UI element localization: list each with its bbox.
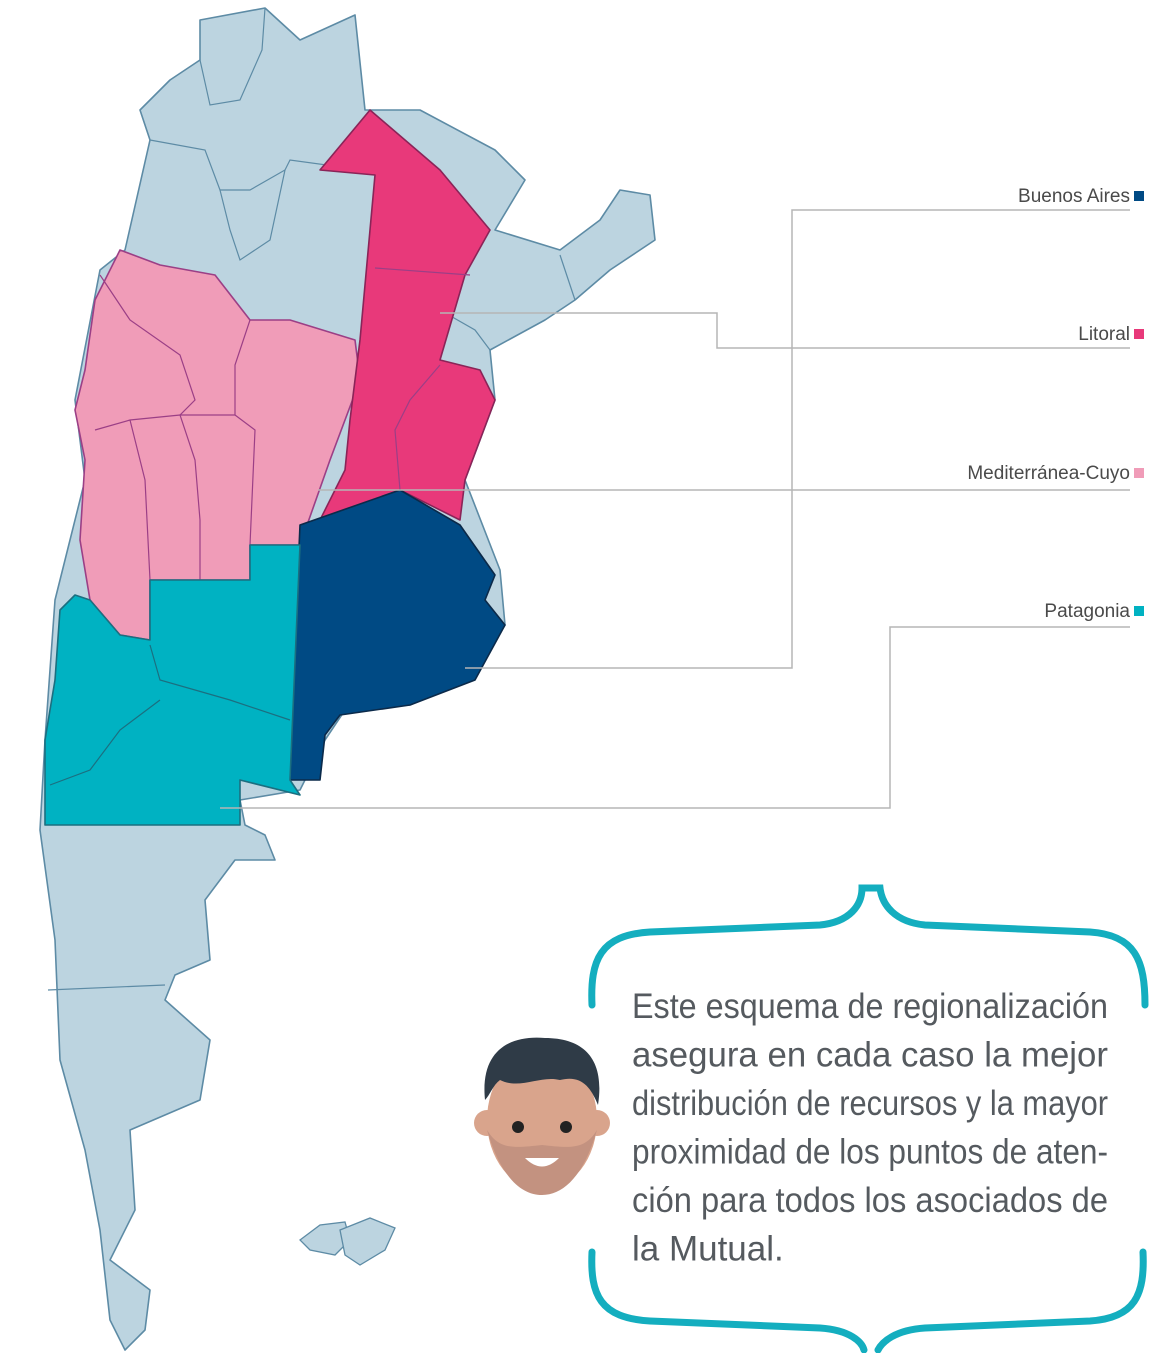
note-line: ción para todos los asociados de	[632, 1181, 1108, 1220]
province-border	[234, 414, 256, 546]
leader-line	[220, 626, 1130, 809]
province-border	[129, 419, 151, 581]
legend-swatch	[1134, 329, 1144, 339]
province-border	[559, 254, 576, 301]
legend-label: Litoral	[1078, 324, 1130, 345]
note-line: Este esquema de regionalización	[632, 987, 1108, 1026]
province-border	[219, 169, 286, 261]
region-patagonia	[44, 544, 301, 826]
note-line: distribución de recursos y la mayor	[632, 1084, 1108, 1123]
province-border	[394, 364, 441, 491]
leader-line	[465, 209, 1130, 669]
leader-line	[440, 312, 1130, 349]
bracket-bottom	[588, 1248, 1147, 1353]
province-border	[179, 319, 251, 580]
province-border	[47, 984, 166, 991]
province-border	[199, 7, 266, 106]
province-border	[49, 699, 161, 786]
legend-label: Patagonia	[1044, 601, 1130, 622]
province-border	[374, 267, 471, 276]
region-buenos-aires	[289, 489, 506, 781]
legend-swatch	[1134, 468, 1144, 478]
province-border	[149, 139, 379, 191]
note-line: la Mutual.	[632, 1230, 784, 1269]
province-border	[149, 644, 291, 721]
note: Este esquema de regionalización asegura e…	[632, 987, 1108, 1269]
legend: Buenos Aires Litoral Mediterránea-Cuyo Pata…	[967, 186, 1144, 622]
bracket-top	[588, 884, 1149, 1009]
legend-label: Buenos Aires	[1018, 186, 1130, 207]
legend-swatch	[1134, 606, 1144, 616]
legend-label: Mediterránea-Cuyo	[967, 463, 1130, 484]
avatar	[474, 1037, 610, 1195]
note-line: asegura en cada caso la mejor	[632, 1036, 1108, 1075]
legend-swatch	[1134, 191, 1144, 201]
region-litoral	[319, 109, 496, 521]
note-line: proximidad de los puntos de aten-	[632, 1133, 1108, 1172]
islands	[299, 1217, 396, 1266]
